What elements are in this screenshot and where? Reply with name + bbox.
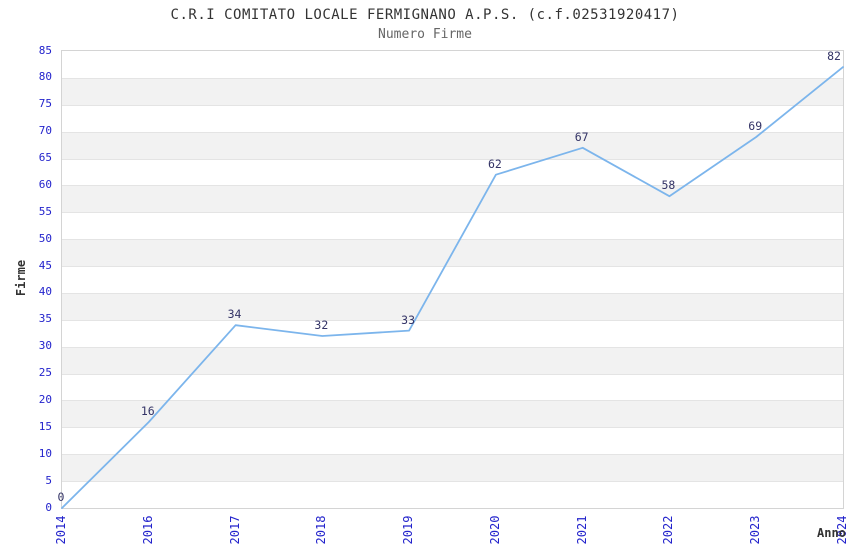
- x-tick-label: 2022: [661, 515, 676, 545]
- y-tick-label: 20: [38, 392, 52, 406]
- y-tick-label: 10: [38, 446, 52, 460]
- gridline: [62, 319, 843, 321]
- grid-band: [62, 346, 843, 374]
- x-tick-label: 2014: [54, 515, 68, 545]
- gridline: [62, 212, 843, 214]
- gridline: [62, 185, 843, 187]
- y-tick-label: 25: [38, 366, 52, 380]
- series-line: [61, 66, 844, 509]
- y-tick-label: 60: [38, 177, 52, 191]
- gridline: [62, 239, 843, 241]
- x-axis-title: Anno: [817, 526, 846, 540]
- y-tick-label: 35: [38, 312, 52, 326]
- y-tick-label: 70: [38, 124, 52, 138]
- y-tick-label: 80: [38, 70, 52, 84]
- y-tick-label: 50: [38, 231, 52, 245]
- gridline: [62, 400, 843, 402]
- gridline: [62, 131, 843, 133]
- y-tick-label: 15: [38, 419, 52, 433]
- grid-band: [62, 185, 843, 213]
- gridline: [62, 373, 843, 375]
- y-tick-label: 85: [38, 43, 52, 57]
- gridline: [62, 481, 843, 483]
- x-tick-label: 2016: [140, 515, 155, 545]
- grid-band: [62, 454, 843, 482]
- data-label: 32: [314, 317, 329, 332]
- chart-subtitle: Numero Firme: [378, 27, 472, 42]
- y-tick-label: 65: [38, 151, 52, 165]
- data-label: 58: [661, 178, 676, 193]
- data-label: 69: [748, 119, 763, 134]
- data-label: 62: [487, 156, 502, 171]
- y-tick-label: 30: [38, 339, 52, 353]
- x-tick-label: 2018: [314, 515, 329, 545]
- x-tick-label: 2019: [401, 515, 416, 545]
- gridline: [62, 266, 843, 268]
- y-axis-title: Firme: [14, 259, 28, 297]
- x-tick-label: 2023: [748, 515, 763, 545]
- gridline: [62, 104, 843, 106]
- gridline: [62, 346, 843, 348]
- gridline: [62, 158, 843, 160]
- y-tick-label: 40: [38, 285, 52, 299]
- gridline: [62, 454, 843, 456]
- gridline: [62, 77, 843, 79]
- y-tick-label: 5: [45, 473, 52, 487]
- grid-band: [62, 77, 843, 105]
- y-tick-label: 0: [45, 500, 52, 514]
- y-tick-label: 45: [38, 258, 52, 272]
- grid-band: [62, 292, 843, 320]
- y-tick-label: 75: [38, 97, 52, 111]
- x-tick-label: 2017: [227, 515, 242, 545]
- data-label: 33: [401, 312, 416, 327]
- data-label: 67: [574, 129, 589, 144]
- chart-title: C.R.I COMITATO LOCALE FERMIGNANO A.P.S. …: [170, 7, 680, 23]
- data-label: 82: [827, 49, 841, 64]
- grid-band: [62, 131, 843, 159]
- plot-area: [61, 50, 844, 509]
- gridline: [62, 427, 843, 429]
- data-label: 0: [57, 490, 65, 504]
- y-tick-label: 55: [38, 204, 52, 218]
- grid-band: [62, 400, 843, 428]
- data-label: 34: [227, 307, 242, 322]
- x-tick-label: 2020: [487, 515, 502, 545]
- data-label: 16: [140, 403, 155, 418]
- x-tick-label: 2021: [574, 515, 589, 545]
- gridline: [62, 292, 843, 294]
